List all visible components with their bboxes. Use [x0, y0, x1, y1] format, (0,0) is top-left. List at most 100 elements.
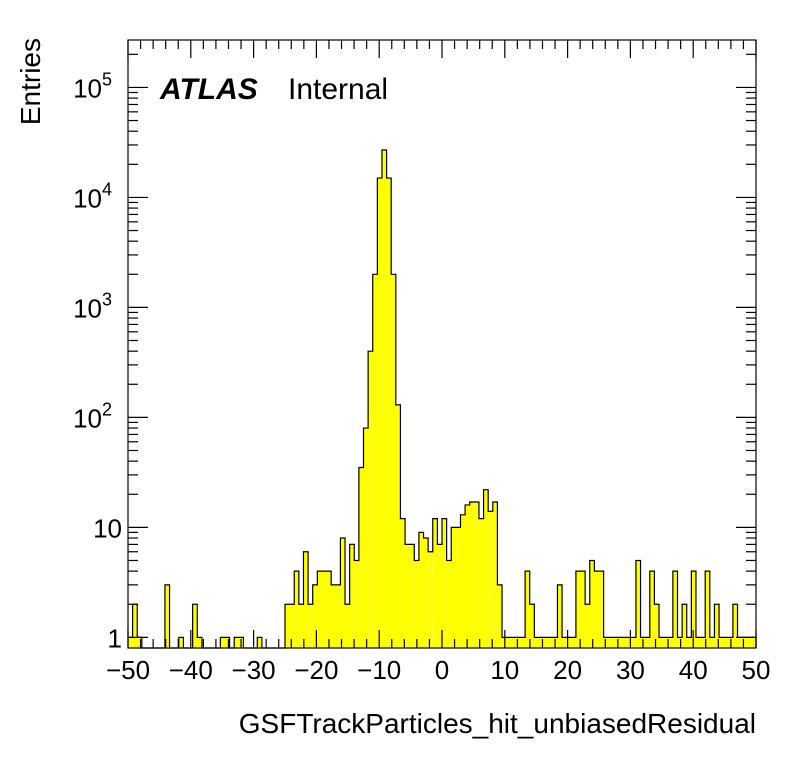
histogram-bar [308, 604, 313, 648]
x-tick-label: 0 [435, 655, 449, 685]
histogram-bar [414, 560, 419, 648]
x-tick-labels: −50 −40 −30 −20 −10 0 10 20 30 40 50 [106, 655, 771, 685]
x-axis-title: GSFTrackParticles_hit_unbiasedResidual [239, 708, 756, 739]
histogram-bar [580, 571, 586, 648]
histogram-bar [649, 571, 655, 648]
histogram-bar [197, 637, 202, 648]
histogram-bar [423, 538, 429, 648]
histogram-bar [432, 518, 438, 648]
y-tick-label: 102 [73, 399, 112, 433]
histogram-bar [677, 637, 683, 648]
y-tick-label: 104 [73, 179, 112, 213]
histogram-bar [732, 604, 738, 648]
histogram-bar [224, 637, 230, 648]
histogram-bar [691, 571, 696, 648]
histogram-bar [391, 274, 396, 648]
histogram-bar [294, 571, 299, 648]
histogram-bar [298, 604, 304, 648]
histogram-bar [386, 178, 392, 648]
histogram-bar [289, 604, 295, 648]
histogram-bar [562, 637, 567, 648]
histogram-bar [257, 637, 262, 648]
histogram-bar [589, 560, 595, 648]
histogram-bar [529, 604, 535, 648]
histogram-bar [635, 560, 641, 648]
histogram-bar [617, 637, 623, 648]
histogram-bar [548, 637, 553, 648]
histogram-bar [659, 637, 664, 648]
histogram-bar [234, 637, 239, 648]
histogram-outline [128, 149, 757, 649]
x-tick-label: −40 [169, 655, 213, 685]
y-axis-title: Entries [15, 38, 46, 125]
histogram-bar [372, 274, 378, 648]
atlas-label: ATLAS [159, 73, 258, 106]
x-tick-label: 50 [742, 655, 771, 685]
histogram-bar [737, 637, 743, 648]
axis-ticks [127, 40, 757, 648]
x-tick-label: −10 [357, 655, 401, 685]
histogram-bar [645, 637, 650, 648]
x-tick-label: −50 [106, 655, 150, 685]
histogram-bar [723, 637, 729, 648]
y-tick-labels: 1 10 102 103 104 105 [73, 69, 122, 653]
histogram-bar [303, 551, 309, 648]
histogram-bar [354, 560, 359, 648]
histogram-bar [192, 604, 198, 648]
histogram-bar [654, 604, 660, 648]
histogram-bar [400, 518, 406, 648]
histogram-bar [585, 604, 590, 648]
histogram-bars [128, 149, 756, 648]
histogram-bar [608, 637, 613, 648]
histogram-bar [603, 637, 609, 648]
status-label: Internal [288, 73, 388, 106]
histogram-bar [497, 584, 503, 648]
x-tick-label: 20 [553, 655, 582, 685]
histogram-bar [492, 502, 498, 648]
histogram-bar [571, 637, 576, 648]
y-tick-label: 103 [73, 289, 112, 323]
histogram-bar [437, 544, 442, 648]
histogram-bar [557, 584, 563, 648]
histogram-bar [345, 604, 350, 648]
x-tick-label: 30 [616, 655, 645, 685]
histogram-bar [478, 518, 484, 648]
histogram-bar [626, 637, 632, 648]
histogram-bar [220, 637, 225, 648]
histogram-bar [469, 502, 475, 648]
histogram-bar [751, 637, 756, 648]
histogram-bar [719, 637, 724, 648]
histogram-bar [709, 637, 715, 648]
histogram-bar [506, 637, 512, 648]
histogram-bar [746, 637, 752, 648]
histogram-bar [515, 637, 521, 648]
histogram-bar [132, 604, 138, 648]
histogram-bar [612, 637, 618, 648]
histogram-bar [377, 178, 382, 648]
histogram-bar [442, 518, 447, 648]
histogram-bar [599, 571, 604, 648]
histogram-bar [451, 527, 456, 648]
histogram-bar [663, 637, 669, 648]
histogram-bar [340, 538, 346, 648]
histogram-bar [428, 551, 433, 648]
histogram-bar [520, 637, 526, 648]
histogram-bar [409, 544, 415, 648]
histogram-bar [668, 637, 673, 648]
histogram-bar [474, 502, 479, 648]
histogram-bar [682, 604, 687, 648]
histogram-bar [368, 351, 373, 648]
histogram-bar [525, 571, 530, 648]
x-tick-label: −20 [294, 655, 338, 685]
histogram-bar [700, 637, 706, 648]
y-tick-label: 1 [108, 623, 122, 653]
histogram-bar [331, 584, 336, 648]
histogram-bar [465, 504, 470, 648]
histogram-bar [538, 637, 544, 648]
histogram-bar [446, 560, 452, 648]
histogram-bar [137, 637, 142, 648]
histogram-bar [714, 604, 720, 648]
histogram-bar [594, 571, 599, 648]
histogram-bar [128, 637, 133, 648]
